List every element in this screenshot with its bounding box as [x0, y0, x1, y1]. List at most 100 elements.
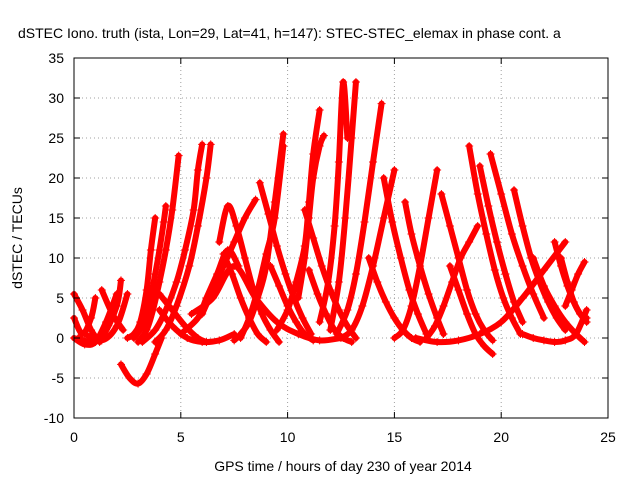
data-point	[240, 214, 249, 222]
data-point	[161, 326, 170, 334]
data-point	[151, 214, 160, 222]
y-tick-label: 10	[48, 250, 64, 266]
data-point	[123, 290, 132, 298]
data-point	[202, 174, 211, 182]
data-point	[330, 222, 339, 230]
series-trace	[71, 295, 99, 337]
plot-frame	[73, 57, 609, 419]
x-tick-label: 10	[280, 429, 296, 445]
data-point	[116, 360, 125, 369]
data-point	[405, 286, 414, 294]
y-tick-label: -10	[44, 410, 64, 426]
data-point	[373, 278, 382, 286]
data-point	[272, 326, 281, 334]
y-tick-label: 25	[48, 130, 64, 146]
data-point	[499, 294, 508, 302]
series-20	[236, 142, 288, 342]
data-point	[337, 334, 345, 342]
data-point	[315, 106, 324, 114]
data-point	[490, 266, 499, 274]
data-point	[161, 202, 170, 210]
y-axis-label: dSTEC / TECUs	[9, 187, 25, 289]
data-point	[529, 254, 538, 262]
data-point	[181, 246, 190, 254]
series-8	[129, 202, 170, 342]
data-point	[236, 334, 245, 342]
series-46	[561, 258, 589, 310]
data-point	[300, 206, 309, 214]
data-point	[381, 298, 390, 306]
data-point	[281, 270, 290, 278]
series-trace	[562, 259, 588, 309]
data-point	[343, 322, 352, 330]
series-33	[390, 166, 442, 342]
series-38	[445, 262, 497, 358]
data-point	[334, 278, 343, 286]
data-point	[125, 374, 134, 382]
data-point	[347, 326, 356, 334]
series-trace	[237, 143, 287, 341]
data-point	[486, 150, 495, 158]
series-10	[138, 140, 207, 346]
data-point	[108, 310, 117, 318]
x-tick-label: 20	[493, 429, 509, 445]
data-point	[471, 330, 480, 338]
data-point	[390, 166, 399, 174]
data-point	[309, 234, 318, 242]
data-point	[465, 238, 474, 246]
data-point	[388, 218, 397, 226]
data-point	[279, 130, 288, 138]
data-point	[407, 302, 416, 310]
data-point	[379, 214, 388, 222]
data-point	[155, 306, 164, 314]
data-point	[416, 262, 425, 270]
data-point	[407, 230, 416, 238]
data-point	[561, 302, 570, 310]
data-point	[266, 262, 275, 270]
data-point	[142, 326, 151, 334]
x-tick-label: 15	[387, 429, 403, 445]
series-trace	[333, 100, 385, 337]
data-point	[202, 338, 211, 346]
data-point	[253, 286, 262, 294]
data-point	[315, 318, 324, 326]
data-point	[78, 306, 87, 314]
data-point	[161, 246, 170, 254]
x-tick-label: 25	[600, 429, 616, 445]
data-point	[116, 276, 125, 285]
data-point	[364, 254, 373, 262]
series-30	[337, 166, 399, 342]
data-point	[482, 230, 491, 238]
data-point	[518, 222, 527, 230]
data-point	[561, 238, 570, 246]
data-point	[475, 162, 484, 170]
data-point	[445, 222, 454, 230]
data-point	[396, 254, 405, 262]
data-point	[253, 330, 262, 338]
data-point	[215, 336, 224, 345]
data-point	[187, 310, 196, 318]
data-point	[245, 314, 254, 322]
data-point	[413, 310, 422, 318]
data-point	[463, 286, 472, 294]
data-point	[304, 266, 313, 274]
data-point	[159, 218, 168, 226]
data-point	[309, 336, 318, 345]
data-point	[279, 142, 288, 150]
data-point	[119, 326, 128, 334]
series-47	[518, 306, 591, 346]
data-point	[439, 330, 448, 338]
data-point	[275, 282, 284, 290]
data-point	[326, 326, 335, 334]
data-point	[319, 131, 328, 140]
series-trace	[81, 291, 131, 344]
data-point	[262, 250, 271, 258]
data-point	[347, 338, 356, 346]
series-9	[134, 151, 183, 346]
data-point	[471, 310, 480, 318]
data-point	[151, 270, 160, 278]
data-point	[473, 190, 482, 198]
data-point	[473, 222, 482, 230]
series-trace	[338, 167, 398, 341]
data-point	[168, 206, 177, 214]
